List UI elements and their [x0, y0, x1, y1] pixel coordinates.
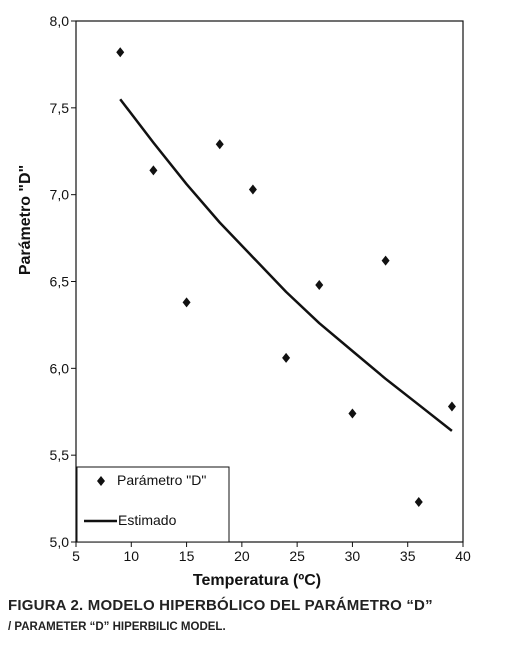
data-point-parametro-d	[182, 297, 191, 308]
y-tick-label: 8,0	[50, 13, 70, 29]
data-point-parametro-d	[348, 408, 357, 419]
x-tick-label: 20	[234, 548, 250, 564]
x-tick-label: 30	[345, 548, 361, 564]
data-point-parametro-d	[414, 497, 423, 508]
x-tick-label: 10	[123, 548, 139, 564]
x-tick-label: 25	[289, 548, 305, 564]
legend-label-parametro-d: Parámetro "D"	[117, 472, 206, 488]
x-tick-label: 40	[455, 548, 471, 564]
legend-marker-diamond	[97, 476, 105, 486]
figure-caption: FIGURA 2. MODELO HIPERBÓLICO DEL PARÁMET…	[8, 597, 518, 633]
y-tick-label: 5,0	[50, 534, 70, 550]
data-point-parametro-d	[215, 139, 224, 150]
caption-title-english: / PARAMETER “D” HIPERBILIC MODEL.	[8, 621, 226, 633]
y-tick-label: 6,0	[50, 360, 70, 376]
legend: Parámetro "D" Estimado	[76, 466, 230, 543]
y-axis-title: Parámetro "D"	[17, 165, 34, 275]
data-point-parametro-d	[116, 47, 125, 58]
data-point-parametro-d	[149, 165, 158, 176]
x-tick-label: 15	[179, 548, 195, 564]
series-line-estimado	[119, 98, 453, 432]
data-point-parametro-d	[381, 255, 390, 266]
chart: 5 10 15 20 25 30 35 40 5,0 5,5 6,0 6,5 7,0 7,5 8,0 Par…	[17, 13, 471, 589]
plot-frame	[75, 20, 464, 543]
y-tick-label: 7,0	[50, 187, 70, 203]
x-axis-title: Temperatura (ºC)	[193, 572, 321, 589]
data-point-parametro-d	[315, 279, 324, 290]
data-point-parametro-d	[248, 184, 257, 195]
caption-title-spanish: FIGURA 2. MODELO HIPERBÓLICO DEL PARÁMET…	[8, 597, 433, 614]
data-point-parametro-d	[282, 352, 291, 363]
legend-label-estimado: Estimado	[118, 512, 177, 528]
y-tick-label: 7,5	[50, 100, 70, 116]
data-point-parametro-d	[447, 401, 456, 412]
y-tick-label: 6,5	[50, 274, 70, 290]
x-tick-label: 35	[400, 548, 416, 564]
y-tick-label: 5,5	[50, 447, 70, 463]
x-tick-label: 5	[72, 548, 80, 564]
